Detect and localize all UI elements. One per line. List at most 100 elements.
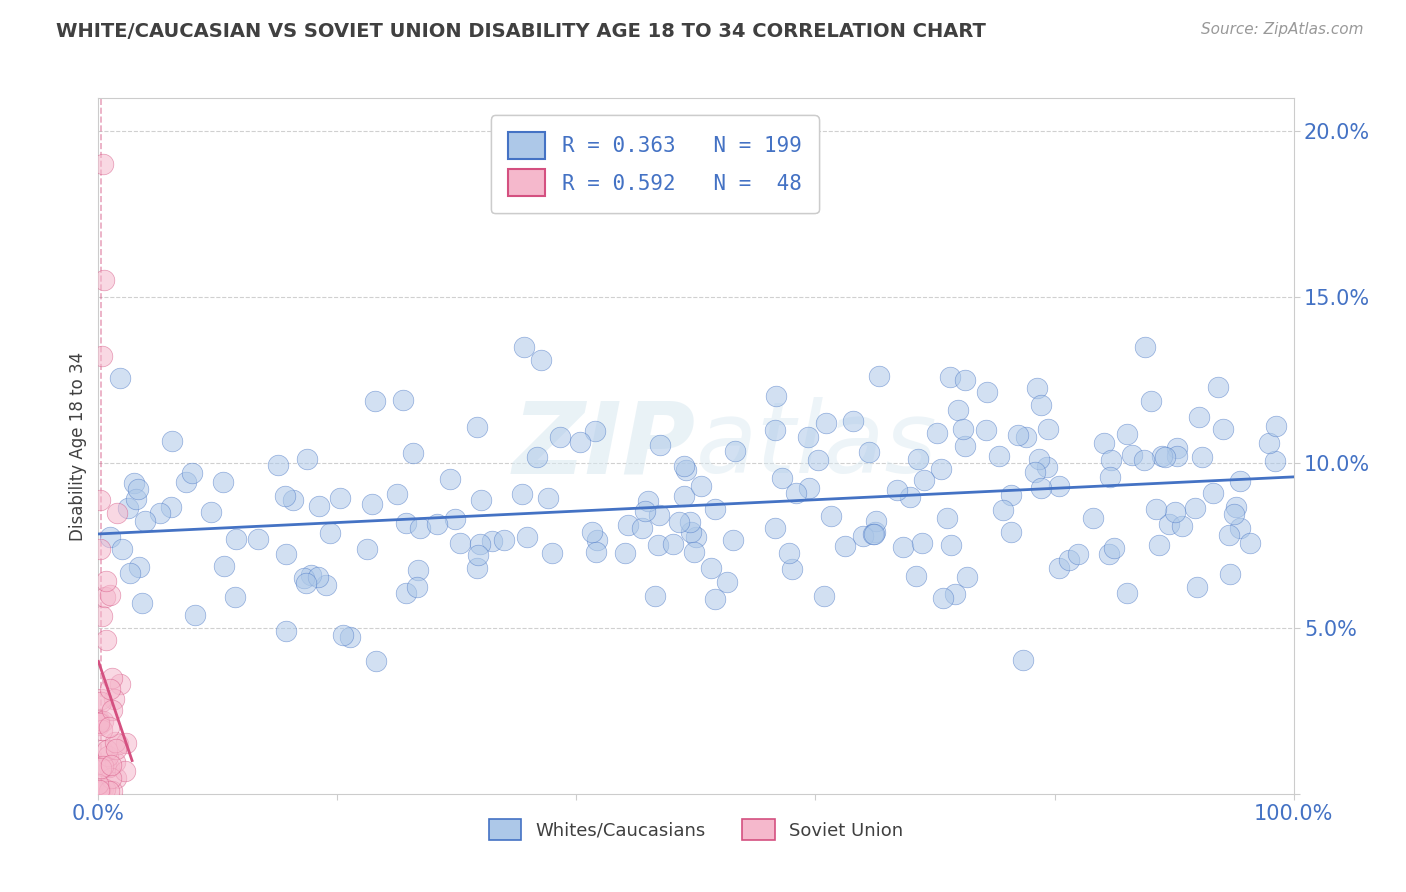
Text: Source: ZipAtlas.com: Source: ZipAtlas.com (1201, 22, 1364, 37)
Point (492, 533, 515, 547)
Point (530, 352, 553, 367)
Point (409, 521, 432, 535)
Point (276, 624, 298, 638)
Point (402, 445, 425, 459)
Point (935, 511, 957, 525)
Point (513, 340, 536, 354)
Point (1036, 422, 1059, 436)
Point (214, 558, 236, 573)
Point (98, 759, 121, 773)
Point (780, 562, 803, 576)
Point (683, 545, 706, 559)
Point (105, 771, 128, 785)
Point (295, 451, 318, 466)
Point (100, 771, 122, 785)
Point (307, 570, 329, 584)
Point (89, 782, 111, 797)
Point (1265, 419, 1288, 434)
Point (211, 475, 233, 489)
Point (1007, 428, 1029, 442)
Point (765, 389, 787, 403)
Point (548, 430, 571, 444)
Point (1024, 465, 1046, 479)
Point (1133, 452, 1156, 467)
Point (281, 492, 304, 507)
Point (98, 681, 121, 696)
Point (912, 473, 935, 487)
Point (537, 491, 560, 505)
Point (104, 755, 127, 769)
Point (273, 489, 295, 503)
Point (94, 782, 117, 797)
Point (91, 349, 114, 363)
Point (124, 475, 146, 490)
Point (953, 373, 976, 387)
Point (115, 735, 138, 749)
Point (1229, 521, 1251, 535)
Point (395, 586, 418, 600)
Point (911, 536, 934, 550)
Point (295, 575, 318, 590)
Point (1157, 516, 1180, 531)
Point (865, 524, 887, 539)
Point (468, 536, 491, 550)
Point (449, 536, 471, 550)
Point (614, 546, 637, 560)
Point (834, 539, 856, 553)
Point (93, 591, 115, 605)
Point (118, 566, 141, 580)
Point (1012, 653, 1035, 667)
Point (104, 735, 127, 749)
Point (105, 507, 128, 521)
Point (1029, 398, 1052, 412)
Point (1000, 488, 1022, 502)
Point (134, 514, 156, 528)
Y-axis label: Disability Age 18 to 34: Disability Age 18 to 34 (69, 351, 87, 541)
Point (97, 749, 120, 764)
Point (1102, 541, 1125, 555)
Point (956, 570, 979, 584)
Point (510, 487, 533, 501)
Point (131, 597, 153, 611)
Point (907, 452, 929, 467)
Point (617, 517, 640, 532)
Point (1029, 481, 1052, 495)
Point (585, 545, 607, 559)
Point (103, 692, 125, 706)
Point (785, 485, 807, 500)
Point (991, 503, 1014, 517)
Point (862, 527, 884, 541)
Point (662, 537, 685, 551)
Point (96, 743, 118, 757)
Point (1047, 561, 1070, 575)
Point (1147, 538, 1170, 552)
Point (581, 524, 603, 539)
Point (1025, 381, 1047, 395)
Point (668, 515, 690, 529)
Point (98, 784, 121, 798)
Point (1239, 536, 1261, 550)
Point (395, 516, 418, 530)
Point (267, 458, 290, 473)
Point (406, 580, 429, 594)
Point (1229, 474, 1251, 488)
Point (1218, 527, 1240, 541)
Point (891, 540, 914, 554)
Point (465, 419, 488, 434)
Point (1144, 501, 1167, 516)
Text: atlas: atlas (696, 398, 938, 494)
Point (100, 588, 122, 602)
Point (200, 505, 222, 519)
Point (225, 532, 247, 546)
Point (1202, 486, 1225, 500)
Point (724, 444, 747, 458)
Point (1166, 442, 1188, 456)
Point (974, 424, 997, 438)
Point (274, 547, 297, 561)
Point (364, 654, 387, 668)
Point (647, 538, 669, 552)
Point (93, 714, 115, 728)
Point (648, 438, 671, 452)
Point (100, 758, 122, 772)
Point (308, 500, 330, 514)
